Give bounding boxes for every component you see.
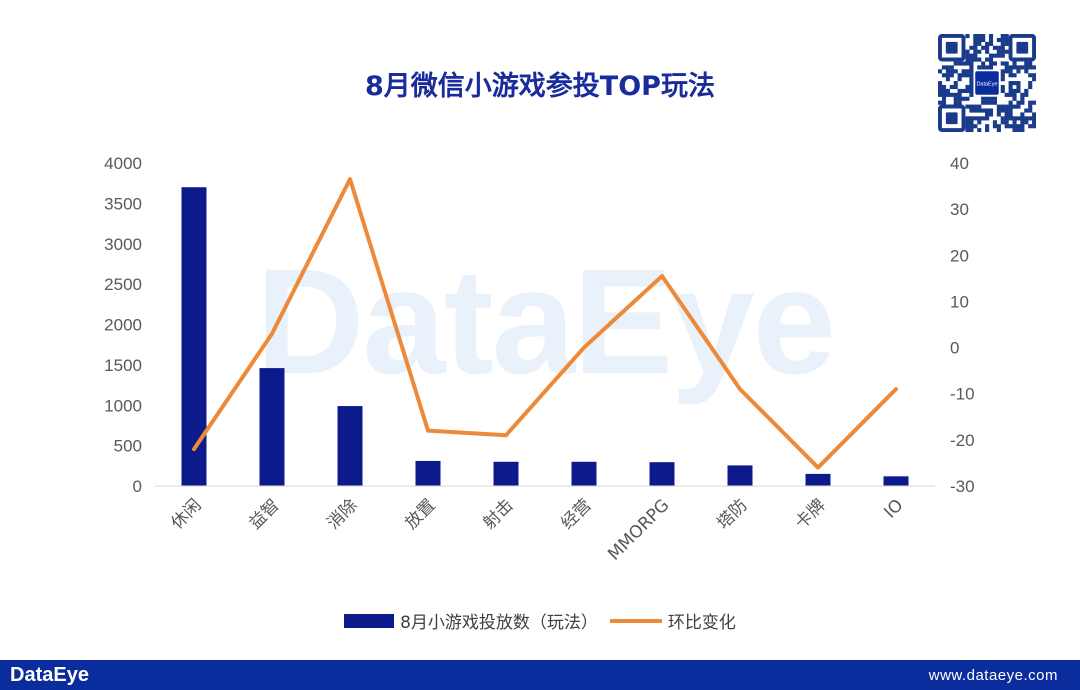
bar-IO	[883, 476, 909, 486]
category-label: 休闲	[167, 495, 205, 533]
category-label: 卡牌	[791, 495, 829, 533]
legend-item-line: 环比变化	[609, 608, 736, 633]
bar-益智	[259, 368, 285, 486]
bar-经营	[571, 461, 597, 486]
bar-休闲	[181, 187, 207, 486]
right-axis-tick: 30	[950, 200, 969, 219]
category-label: IO	[880, 495, 907, 522]
category-label: 经营	[557, 495, 595, 533]
qr-code: DataEye	[938, 34, 1036, 132]
bar-放置	[415, 460, 441, 486]
left-axis-tick: 0	[133, 477, 142, 496]
qr-logo: DataEye	[976, 82, 997, 88]
chart-title: 8月微信小游戏参投TOP玩法	[365, 71, 715, 102]
category-label: 射击	[479, 495, 517, 533]
category-label: MMORPG	[604, 495, 673, 564]
legend-item-bar: 8月小游戏投放数（玩法）	[344, 608, 598, 633]
legend-label-line: 环比变化	[667, 613, 736, 633]
legend: 8月小游戏投放数（玩法） 环比变化	[0, 608, 1080, 633]
right-axis-tick: -30	[950, 477, 975, 496]
right-axis-tick: -20	[950, 431, 975, 450]
left-axis-tick: 4000	[104, 154, 142, 173]
chart: 0 500 1000 1500 2000 2500 3000 3500 4000 -30 -20 -…	[104, 154, 975, 565]
left-axis-tick: 500	[114, 437, 142, 456]
category-label: 放置	[401, 495, 439, 533]
category-label: 消除	[323, 495, 361, 533]
line-series-环比变化	[192, 177, 898, 470]
category-label: 益智	[245, 495, 283, 533]
left-axis-tick: 1000	[104, 396, 142, 415]
right-axis-tick: 20	[950, 246, 969, 265]
bar-卡牌	[805, 473, 831, 486]
legend-swatch-line	[609, 618, 662, 623]
footer-bar: DataEye www.dataeye.com	[0, 660, 1080, 690]
bar-MMORPG	[649, 462, 675, 486]
legend-label-bar: 8月小游戏投放数（玩法）	[400, 613, 598, 633]
right-axis-tick: 40	[950, 154, 969, 173]
right-axis-tick: 10	[950, 292, 969, 311]
left-axis-tick: 3000	[104, 235, 142, 254]
right-axis-tick: 0	[950, 339, 959, 358]
bar-塔防	[727, 465, 753, 486]
right-axis-tick: -10	[950, 385, 975, 404]
category-label: 塔防	[713, 495, 751, 533]
left-axis-tick: 1500	[104, 356, 142, 375]
bar-消除	[337, 406, 363, 486]
left-axis-tick: 2500	[104, 275, 142, 294]
website-url[interactable]: www.dataeye.com	[928, 666, 1058, 684]
brand-logo: DataEye	[10, 663, 89, 686]
bar-射击	[493, 461, 519, 486]
left-axis-tick: 3500	[104, 194, 142, 213]
watermark: DataEye	[255, 237, 836, 405]
legend-swatch-bar	[344, 613, 395, 628]
left-axis-tick: 2000	[104, 316, 142, 335]
